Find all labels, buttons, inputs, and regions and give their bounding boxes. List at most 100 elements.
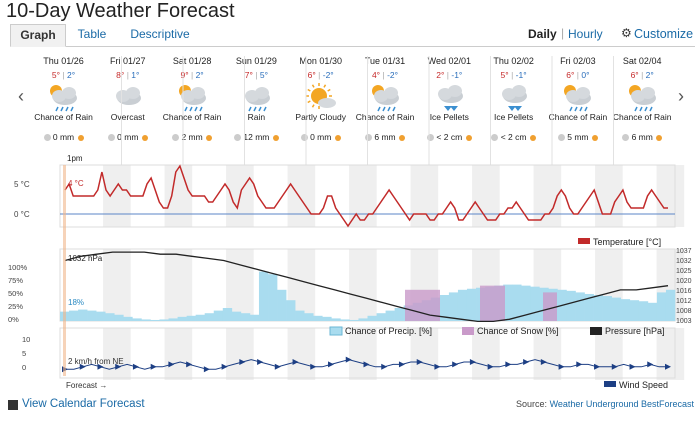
tab-graph[interactable]: Graph — [10, 24, 66, 47]
night-band — [164, 165, 193, 227]
hourly-toggle[interactable]: Hourly — [568, 27, 603, 41]
precip-bar — [512, 284, 522, 321]
tab-descriptive[interactable]: Descriptive — [130, 27, 190, 41]
partly-rain-icon — [34, 81, 93, 113]
day-card[interactable]: Thu 02/02 5° | -1° Ice Pellets < 2 cm — [484, 56, 543, 164]
precip-bar — [204, 313, 215, 321]
precip-bar — [448, 292, 459, 321]
day-card[interactable]: Wed 02/01 2° | -1° Ice Pellets < 2 cm — [420, 56, 479, 164]
precip-bar — [286, 300, 296, 321]
pct-axis-label: 0% — [8, 315, 19, 324]
wind-arrow-icon — [398, 361, 405, 368]
temperature-line — [64, 164, 668, 228]
day-card[interactable]: Sat 01/28 9° | 2° Chance of Rain 2 mm — [163, 56, 222, 164]
pressure-axis-label: 1003 — [676, 318, 692, 325]
temp-marker-label: 4 °C — [68, 179, 84, 188]
pressure-axis-label: 1025 — [676, 268, 692, 275]
source-attribution: Source: Weather Underground BestForecast — [516, 399, 694, 409]
view-separator: | — [561, 26, 565, 40]
day-card[interactable]: Mon 01/30 6° | -2° Partly Cloudy 0 mm — [291, 56, 350, 164]
wind-arrow-icon — [434, 363, 441, 370]
daily-toggle[interactable]: Daily — [528, 27, 557, 41]
snow-legend-label: Chance of Snow [%] — [477, 326, 559, 336]
precip-bar — [240, 313, 251, 321]
day-condition: Chance of Rain — [162, 112, 222, 122]
wind-axis-label: 0 — [22, 363, 26, 372]
wind-arrow-icon — [665, 363, 671, 370]
day-card[interactable]: Sat 02/04 6° | 2° Chance of Rain 6 mm — [613, 56, 672, 164]
partly-rain-icon — [163, 81, 222, 113]
day-card[interactable]: Fri 02/03 6° | 0° Chance of Rain 5 mm — [548, 56, 608, 164]
prev-arrow-icon[interactable]: ‹ — [18, 86, 24, 106]
next-arrow-icon[interactable]: › — [678, 86, 684, 106]
wind-arrow-icon — [416, 359, 423, 365]
rain-icon — [227, 81, 286, 113]
now-label: 1pm — [67, 154, 83, 163]
precip-bar — [385, 310, 395, 321]
night-band — [410, 328, 439, 380]
precip-bar — [304, 313, 314, 321]
precip-bar — [521, 285, 531, 321]
precip-bar — [105, 313, 115, 321]
precip-bar — [186, 315, 196, 321]
day-temps: 6° | -2° — [307, 70, 334, 80]
day-card[interactable]: Sun 01/29 7° | 5° Rain 12 mm — [227, 56, 286, 164]
precip-bar — [647, 302, 658, 321]
precip-bar — [457, 289, 468, 321]
night-band — [656, 165, 685, 227]
pressure-axis-label: 1032 — [676, 258, 692, 265]
day-condition: Chance of Rain — [34, 112, 93, 122]
pct-axis-label: 100% — [8, 263, 28, 272]
temp-legend-label: Temperature [°C] — [593, 237, 661, 247]
day-card[interactable]: Fri 01/27 8° | 1° Overcast 0 mm — [98, 56, 157, 164]
gear-icon[interactable]: ⚙ — [621, 26, 632, 40]
day-date: Wed 02/01 — [427, 56, 471, 66]
day-condition: Rain — [247, 112, 266, 122]
cloud-icon — [98, 81, 157, 113]
view-calendar-link[interactable]: View Calendar Forecast — [22, 398, 145, 410]
day-temps: 4° | -2° — [371, 70, 399, 80]
tab-table[interactable]: Table — [77, 27, 107, 41]
calendar-icon — [8, 400, 18, 410]
day-condition: Ice Pellets — [429, 112, 469, 122]
day-precip: 0 mm — [291, 132, 350, 142]
night-band — [287, 328, 316, 380]
day-date: Thu 02/02 — [493, 56, 534, 66]
night-band — [164, 249, 193, 321]
temp-axis-label: 0 °C — [14, 210, 30, 219]
source-link[interactable]: Weather Underground BestForecast — [549, 399, 694, 409]
precip-bar — [87, 310, 97, 321]
precip-bar — [394, 308, 404, 321]
pressure-line — [64, 251, 669, 323]
ice-pellets-icon — [484, 81, 543, 113]
precip-legend-label: Chance of Precip. [%] — [345, 326, 432, 336]
day-card[interactable]: Tue 01/31 4° | -2° Chance of Rain 6 mm — [356, 56, 415, 164]
snow-bar — [480, 285, 505, 321]
wind-arrow-icon — [576, 361, 583, 368]
precip-bar — [349, 319, 359, 321]
day-card[interactable]: Thu 01/26 5° | 2° Chance of Rain 0 mm — [34, 56, 93, 164]
wind-arrow-icon — [558, 363, 565, 370]
day-date: Mon 01/30 — [299, 56, 342, 66]
wind-arrow-icon — [168, 361, 175, 368]
wind-arrow-icon — [629, 363, 636, 370]
precip-bar — [611, 297, 622, 321]
day-date: Sun 01/29 — [235, 56, 277, 66]
precip-bar — [78, 309, 88, 321]
wind-marker-label: 2 km/h from NE — [68, 357, 124, 366]
wind-arrow-icon — [274, 363, 281, 370]
customize-link[interactable]: Customize — [634, 27, 694, 41]
precip-bar — [295, 310, 305, 321]
precip-bar — [222, 308, 233, 321]
now-marker — [63, 165, 66, 376]
temp-axis-label: 5 °C — [14, 180, 30, 189]
precip-bar — [168, 318, 178, 321]
precip-bar — [231, 311, 242, 321]
tab-bar: Graph Table Descriptive — [10, 24, 695, 47]
night-band — [533, 328, 562, 380]
wind-legend-swatch — [604, 381, 616, 387]
precip-bar — [575, 292, 585, 321]
precip-bar — [629, 300, 640, 321]
panel-frame — [59, 327, 676, 379]
